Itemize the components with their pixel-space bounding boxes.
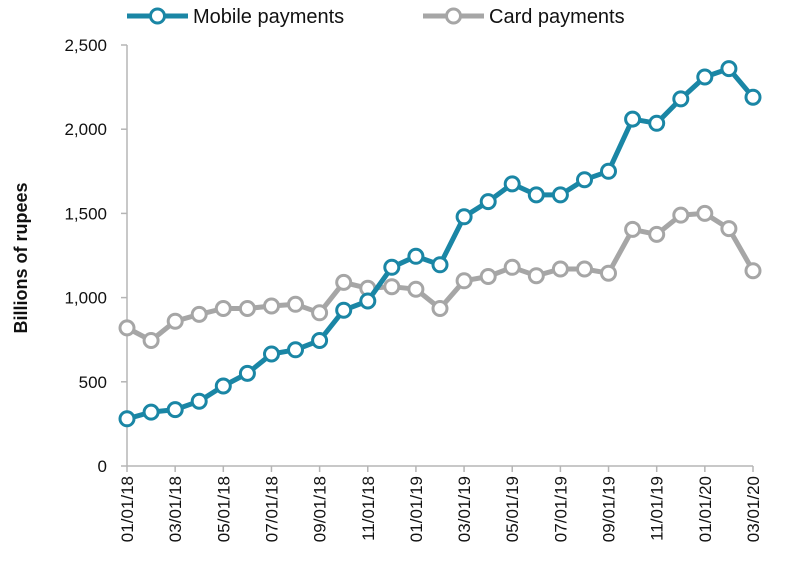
x-tick-label: 01/01/18 <box>118 476 137 542</box>
series-point-card-payments <box>648 225 666 243</box>
series-point-card-payments <box>576 260 593 278</box>
series-point-card-payments <box>407 280 425 298</box>
y-axis-label: Billions of rupees <box>11 182 31 333</box>
x-tick-label: 03/01/20 <box>744 476 763 542</box>
series-point-mobile-payments <box>118 410 136 428</box>
series-point-mobile-payments <box>672 90 690 108</box>
series-point-mobile-payments <box>527 186 545 204</box>
x-tick-label: 07/01/18 <box>262 476 281 542</box>
x-tick-label: 09/01/19 <box>600 476 619 542</box>
legend-label-mobile-payments: Mobile payments <box>193 6 344 28</box>
series-point-card-payments <box>720 220 738 238</box>
y-tick-label: 2,500 <box>64 36 107 55</box>
series-point-card-payments <box>624 220 642 238</box>
x-tick-label: 01/01/20 <box>696 476 715 542</box>
series-point-mobile-payments <box>359 292 377 310</box>
series-point-card-payments <box>455 272 473 290</box>
series-point-mobile-payments <box>696 68 714 86</box>
legend-label-card-payments: Card payments <box>489 6 625 28</box>
series-point-mobile-payments <box>214 377 232 395</box>
series-point-card-payments <box>166 312 184 330</box>
legend: Mobile payments Card payments <box>127 6 625 28</box>
series-point-card-payments <box>238 300 256 317</box>
series-point-card-payments <box>335 273 353 291</box>
series-point-mobile-payments <box>311 332 329 349</box>
y-tick-label: 0 <box>98 457 107 476</box>
x-tick-label: 11/01/19 <box>648 476 667 541</box>
series-point-card-payments <box>118 319 136 337</box>
series-point-mobile-payments <box>335 301 353 319</box>
series-point-mobile-payments <box>238 364 256 382</box>
axes <box>126 45 753 467</box>
y-axis-ticks: 0 500 1,000 1,500 2,000 2,500 <box>64 36 127 476</box>
x-tick-label: 01/01/19 <box>407 476 426 542</box>
series-point-card-payments <box>696 204 714 222</box>
series-point-card-payments <box>287 295 304 313</box>
series-point-mobile-payments <box>503 175 521 193</box>
series-point-card-payments <box>479 268 497 285</box>
x-tick-label: 07/01/19 <box>551 476 570 542</box>
series-point-card-payments <box>431 300 449 317</box>
x-tick-label: 03/01/18 <box>166 476 185 542</box>
legend-marker-card-payments <box>445 7 462 25</box>
series-point-card-payments <box>744 262 762 280</box>
series-point-mobile-payments <box>648 114 666 132</box>
series-point-card-payments <box>672 206 690 224</box>
series-point-mobile-payments <box>576 171 593 189</box>
series-point-card-payments <box>311 304 329 322</box>
series-point-mobile-payments <box>263 345 280 363</box>
series-point-mobile-payments <box>744 88 762 106</box>
series-point-mobile-payments <box>142 403 160 421</box>
series-point-card-payments <box>142 332 160 349</box>
series-point-mobile-payments <box>166 401 184 419</box>
series-point-mobile-payments <box>455 208 473 226</box>
series-point-mobile-payments <box>720 60 738 78</box>
y-tick-label: 2,000 <box>64 120 107 139</box>
series-point-mobile-payments <box>551 186 569 204</box>
x-tick-label: 05/01/18 <box>214 476 233 542</box>
x-tick-label: 05/01/19 <box>503 476 522 542</box>
series-point-card-payments <box>263 297 280 315</box>
series-group <box>118 60 762 428</box>
series-point-mobile-payments <box>407 247 425 265</box>
legend-marker-mobile-payments <box>149 7 166 25</box>
series-point-mobile-payments <box>190 392 208 410</box>
y-tick-label: 500 <box>79 373 107 392</box>
series-point-card-payments <box>214 300 232 317</box>
series-point-card-payments <box>527 267 545 285</box>
series-point-card-payments <box>503 258 521 276</box>
y-tick-label: 1,500 <box>64 204 107 223</box>
series-point-mobile-payments <box>287 341 304 359</box>
x-tick-label: 11/01/18 <box>359 476 378 541</box>
series-point-mobile-payments <box>600 162 617 180</box>
x-axis-ticks: 01/01/18 03/01/18 05/01/18 07/01/18 09/01/18… <box>118 466 763 542</box>
series-point-mobile-payments <box>479 193 497 211</box>
series-point-mobile-payments <box>624 110 642 128</box>
x-tick-label: 09/01/18 <box>311 476 330 542</box>
series-point-card-payments <box>551 260 569 278</box>
y-tick-label: 1,000 <box>64 289 107 308</box>
x-tick-label: 03/01/19 <box>455 476 474 542</box>
series-point-mobile-payments <box>383 258 401 276</box>
series-point-card-payments <box>190 305 208 323</box>
series-point-mobile-payments <box>431 256 449 274</box>
series-point-card-payments <box>383 278 401 296</box>
series-point-card-payments <box>600 264 617 282</box>
